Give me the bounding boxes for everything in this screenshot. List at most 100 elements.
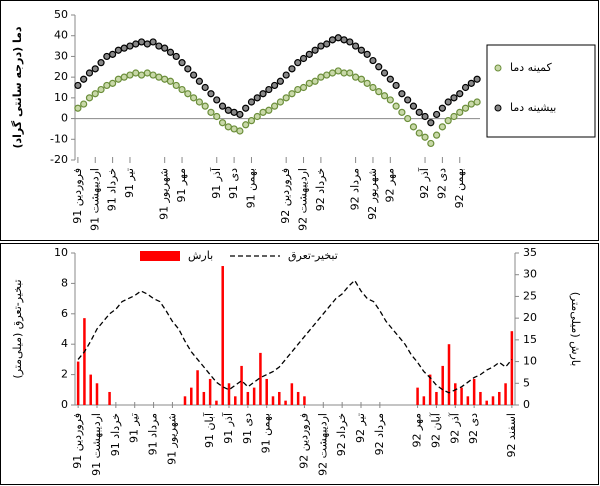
bar [227,383,231,405]
bar [190,387,193,405]
tick-label: -20 [50,153,68,166]
point [461,83,470,92]
point [271,81,279,90]
tick-label: -10 [50,132,68,145]
bar [303,396,306,405]
tick-label: 15 [523,333,537,346]
point [230,108,238,116]
tick-label: 10 [523,355,537,368]
point [213,96,221,104]
bar [454,383,457,405]
point [421,112,429,121]
legend-label: تبخیر-تعرق [288,249,338,262]
point [438,123,446,131]
point [456,90,464,98]
x-tick-label: مهر 92 [411,413,424,448]
x-tick-label: مرداد 92 [349,168,362,210]
tick-label: 10 [54,246,68,259]
point [265,85,273,94]
x-tick-label: اردیبهشت 92 [297,168,310,231]
bar [504,383,507,405]
x-tick-label: بهمن 92 [453,168,466,208]
x-tick-label: آذر 92 [447,412,461,444]
bar [290,383,294,405]
point [242,104,250,112]
point [328,36,337,44]
bar [83,318,86,405]
legend-box [486,44,596,138]
point [236,110,244,119]
point [380,69,389,77]
bar [422,396,426,405]
point [294,59,302,67]
point [265,106,273,114]
point [166,48,175,56]
point [473,98,481,106]
x-tick-label: فروردین 91 [71,413,84,469]
point [375,88,383,96]
point [109,50,117,58]
x-tick-label: فروردین 92 [279,168,292,224]
point [103,81,111,90]
x-tick-label: خرداد 92 [335,413,348,456]
point [201,83,209,92]
point [137,38,146,46]
tick-label: 35 [523,246,537,259]
point [461,104,470,112]
x-tick-label: خرداد 91 [109,413,122,456]
bar [108,391,111,405]
point [456,108,464,116]
point [132,69,140,77]
x-tick-label: مرداد 91 [147,413,160,455]
point [328,69,337,77]
point [444,98,452,106]
x-tick-label: بهمن 91 [260,413,273,453]
x-tick-label: بهمن 91 [244,168,257,208]
point [311,46,319,54]
point [224,123,232,131]
point [334,34,342,42]
x-tick-label: شهریور 92 [366,168,379,220]
legend-label: بیشینه دما [510,101,556,114]
bar [183,396,187,405]
bar [95,383,99,405]
point [323,71,331,79]
point [369,56,377,65]
point [247,117,256,125]
bar [265,378,268,405]
bar [466,396,470,405]
point [386,96,394,104]
point [294,85,302,94]
point [357,75,365,83]
point [305,79,313,87]
bar [441,365,444,405]
point [346,38,354,46]
x-tick-label: تیر 91 [128,413,141,443]
bar [271,396,275,405]
point [178,59,186,67]
point [276,98,284,106]
tick-label: 40 [54,29,68,42]
x-tick-label: آذر 91 [209,167,223,199]
x-tick-label: خرداد 92 [314,168,327,211]
bar [252,387,256,405]
point [166,77,175,85]
tick-label: 6 [61,307,68,320]
point [259,90,267,98]
tick-label: 0 [523,398,530,411]
point [190,94,198,102]
x-tick-label: فروردین 92 [297,413,310,469]
point [323,40,331,48]
point [114,46,122,54]
point [433,131,441,139]
bar [202,391,206,405]
x-tick-label: شهریور 91 [158,168,171,220]
point [195,98,203,106]
point [392,81,400,90]
bar [296,391,300,405]
point [114,75,122,83]
point [236,127,244,135]
point [190,71,198,79]
tick-label: 20 [523,311,537,324]
tick-label: 25 [523,289,537,302]
